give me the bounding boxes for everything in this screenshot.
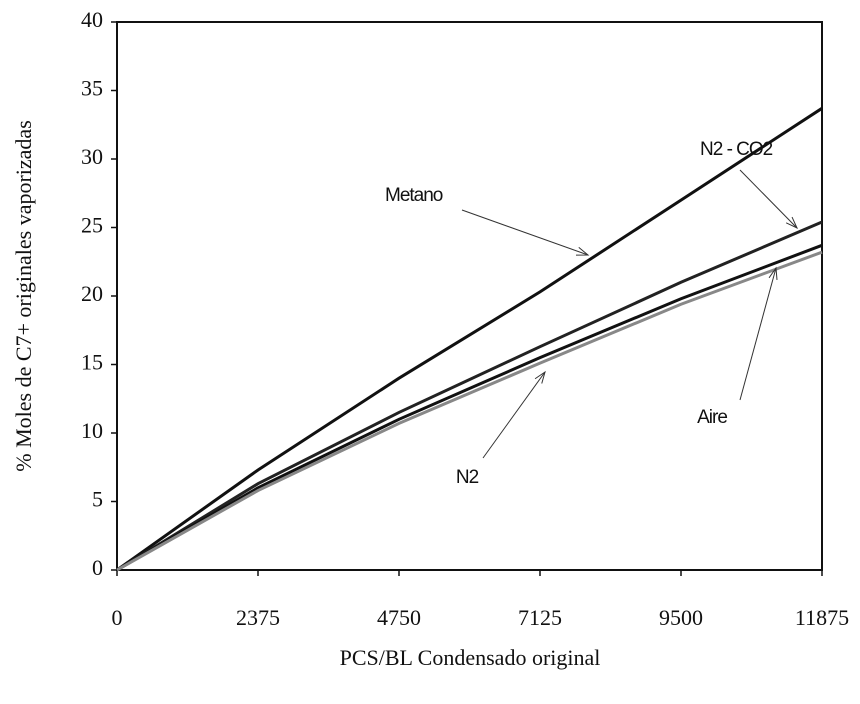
x-axis-label: PCS/BL Condensado original xyxy=(340,645,601,670)
annotation-arrow xyxy=(482,371,546,459)
y-tick-label: 30 xyxy=(81,144,103,169)
arrow-head xyxy=(534,370,546,384)
y-tick-label: 5 xyxy=(92,487,103,512)
annotation-arrow xyxy=(461,209,589,256)
y-tick-label: 0 xyxy=(92,555,103,580)
y-tick-label: 10 xyxy=(81,418,103,443)
series-line xyxy=(116,220,823,572)
annotation-label: N2 - CO2 xyxy=(700,139,773,160)
y-tick-label: 15 xyxy=(81,350,103,375)
annotation-arrow xyxy=(739,169,798,229)
arrow-head xyxy=(768,266,778,280)
y-tick-label: 20 xyxy=(81,281,103,306)
arrow-head xyxy=(785,216,799,230)
annotation-label: Metano xyxy=(385,185,443,206)
series-line xyxy=(116,107,823,572)
x-tick-label: 4750 xyxy=(377,605,421,630)
x-tick-label: 11875 xyxy=(795,605,849,630)
arrow-head xyxy=(575,246,590,256)
x-tick-label: 7125 xyxy=(518,605,562,630)
annotation-arrow xyxy=(739,267,777,401)
annotation-label: N2 xyxy=(456,467,479,488)
y-tick-label: 25 xyxy=(81,213,103,238)
y-tick-label: 35 xyxy=(81,76,103,101)
series-line xyxy=(116,250,823,572)
x-tick-label: 9500 xyxy=(659,605,703,630)
y-axis-label: % Moles de C7+ originales vaporizadas xyxy=(11,120,36,471)
y-tick-label: 40 xyxy=(81,7,103,32)
x-tick-label: 2375 xyxy=(236,605,280,630)
series-line xyxy=(116,243,823,572)
x-tick-label: 0 xyxy=(112,605,123,630)
annotation-label: Aire xyxy=(697,407,727,428)
